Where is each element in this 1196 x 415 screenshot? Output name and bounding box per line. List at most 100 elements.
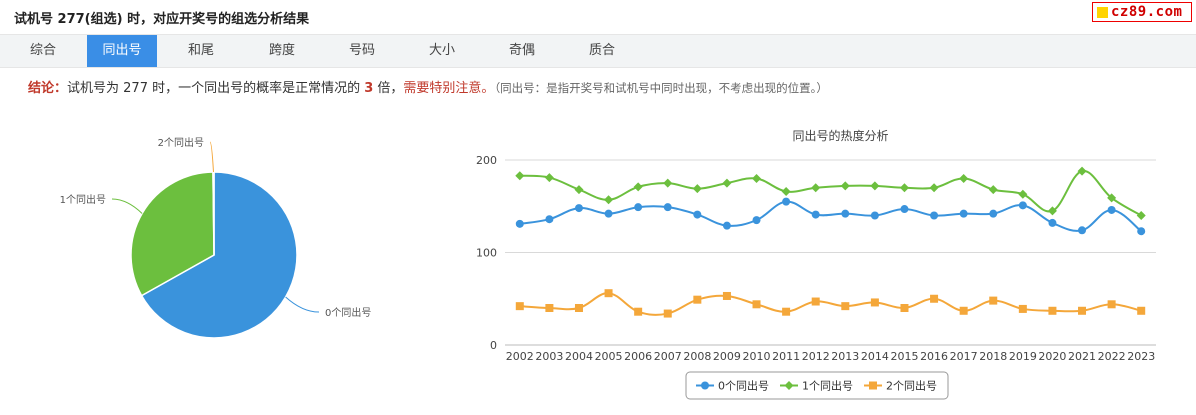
data-point — [959, 174, 969, 183]
data-point — [959, 209, 968, 218]
legend-marker — [701, 381, 709, 390]
data-point — [930, 294, 939, 303]
x-tick-label: 2008 — [683, 350, 711, 363]
tab-kuadu[interactable]: 跨度 — [268, 43, 295, 58]
x-tick-label: 2021 — [1068, 350, 1096, 363]
data-point — [574, 204, 583, 213]
x-tick-label: 2016 — [920, 350, 948, 363]
data-point — [692, 184, 702, 194]
data-point — [900, 205, 909, 214]
conclusion-note: （同出号：是指开奖号和试机号中同时出现，不考虑出现的位置。） — [494, 81, 828, 95]
data-point — [604, 209, 613, 218]
brand-logo[interactable]: cz89.com — [1092, 2, 1192, 22]
legend-box — [685, 371, 949, 400]
x-tick-label: 2010 — [743, 350, 771, 363]
legend-marker — [869, 381, 877, 390]
pie-slice — [130, 171, 215, 297]
series-line — [519, 200, 1142, 233]
conclusion-ratio: 3 — [364, 81, 374, 96]
tab-hewei[interactable]: 和尾 — [187, 43, 214, 58]
data-point — [722, 221, 731, 230]
data-point — [988, 185, 998, 195]
tab-bar: 综合 同出号 和尾 跨度 号码 大小 奇偶 质合 — [0, 34, 1196, 68]
data-point — [545, 215, 554, 224]
data-point — [899, 183, 909, 193]
data-point — [870, 181, 880, 191]
x-tick-label: 2012 — [802, 350, 830, 363]
data-point — [515, 302, 524, 311]
conclusion-text: 试机号为 277 时，一个同出号的概率是正常情况的 — [67, 81, 365, 96]
tab-daxiao[interactable]: 大小 — [428, 43, 455, 58]
tab-zonghe[interactable]: 综合 — [29, 43, 56, 58]
data-point — [1018, 304, 1027, 313]
data-point — [693, 295, 702, 304]
data-point — [989, 209, 998, 218]
tab-tongchuhao[interactable]: 同出号 — [87, 35, 157, 67]
data-point — [782, 307, 791, 316]
data-point — [959, 306, 968, 315]
x-tick-label: 2017 — [950, 350, 978, 363]
tab-zhihe[interactable]: 质合 — [588, 43, 615, 58]
data-point — [930, 211, 939, 220]
data-point — [900, 304, 909, 312]
data-point — [841, 302, 850, 311]
chart-title: 同出号的热度分析 — [792, 128, 888, 143]
legend-label: 1个同出号 — [802, 379, 853, 393]
tab-jiou[interactable]: 奇偶 — [508, 43, 535, 58]
data-point — [1048, 306, 1057, 315]
data-point — [574, 304, 583, 312]
data-point — [544, 173, 554, 183]
data-point — [545, 304, 554, 312]
data-point — [811, 210, 820, 219]
series-line — [519, 292, 1142, 316]
data-point — [515, 171, 525, 181]
data-point — [1048, 218, 1057, 227]
conclusion-line: 结论：试机号为 277 时，一个同出号的概率是正常情况的 3 倍，需要特别注意。… — [28, 77, 828, 96]
pie-slice — [212, 171, 215, 256]
data-point — [752, 300, 761, 309]
data-point — [1107, 300, 1116, 309]
page-header: 试机号 277(组选) 时，对应开奖号的组选分析结果 cz89.com — [0, 0, 1196, 32]
data-point — [1078, 226, 1087, 235]
x-tick-label: 2015 — [890, 350, 918, 363]
y-tick-label: 100 — [476, 247, 497, 260]
data-point — [633, 182, 643, 192]
tab-haoma[interactable]: 号码 — [348, 43, 375, 58]
data-point — [1047, 206, 1057, 216]
x-tick-label: 2004 — [565, 350, 593, 363]
pie-label: 0个同出号 — [325, 306, 371, 319]
pie-connector — [285, 296, 320, 313]
data-point — [515, 219, 524, 228]
x-tick-label: 2020 — [1038, 350, 1066, 363]
x-tick-label: 2023 — [1127, 350, 1155, 363]
y-tick-label: 200 — [476, 154, 497, 167]
y-tick-label: 0 — [490, 339, 497, 352]
data-point — [604, 195, 614, 205]
data-point — [811, 183, 821, 193]
data-point — [989, 296, 998, 305]
data-point — [781, 186, 791, 196]
data-point — [574, 185, 584, 195]
data-point — [604, 289, 613, 298]
pie-connector — [111, 198, 143, 214]
x-tick-label: 2009 — [713, 350, 741, 363]
pie-chart: 0个同出号 1个同出号 2个同出号 — [60, 136, 371, 339]
data-point — [693, 210, 702, 219]
pie-connector — [209, 141, 214, 173]
data-point — [841, 209, 850, 218]
x-tick-label: 2005 — [595, 350, 623, 363]
data-point — [722, 291, 731, 300]
data-point — [929, 183, 939, 193]
brand-text: cz89.com — [1111, 4, 1183, 20]
data-point — [752, 174, 762, 183]
x-tick-label: 2014 — [861, 350, 889, 363]
x-tick-label: 2013 — [831, 350, 859, 363]
x-tick-label: 2007 — [654, 350, 682, 363]
x-tick-label: 2018 — [979, 350, 1007, 363]
data-point — [663, 203, 672, 212]
data-point — [752, 216, 761, 225]
x-tick-label: 2003 — [535, 350, 563, 363]
x-tick-label: 2019 — [1009, 350, 1037, 363]
data-point — [1018, 201, 1027, 210]
series-line — [519, 170, 1142, 217]
